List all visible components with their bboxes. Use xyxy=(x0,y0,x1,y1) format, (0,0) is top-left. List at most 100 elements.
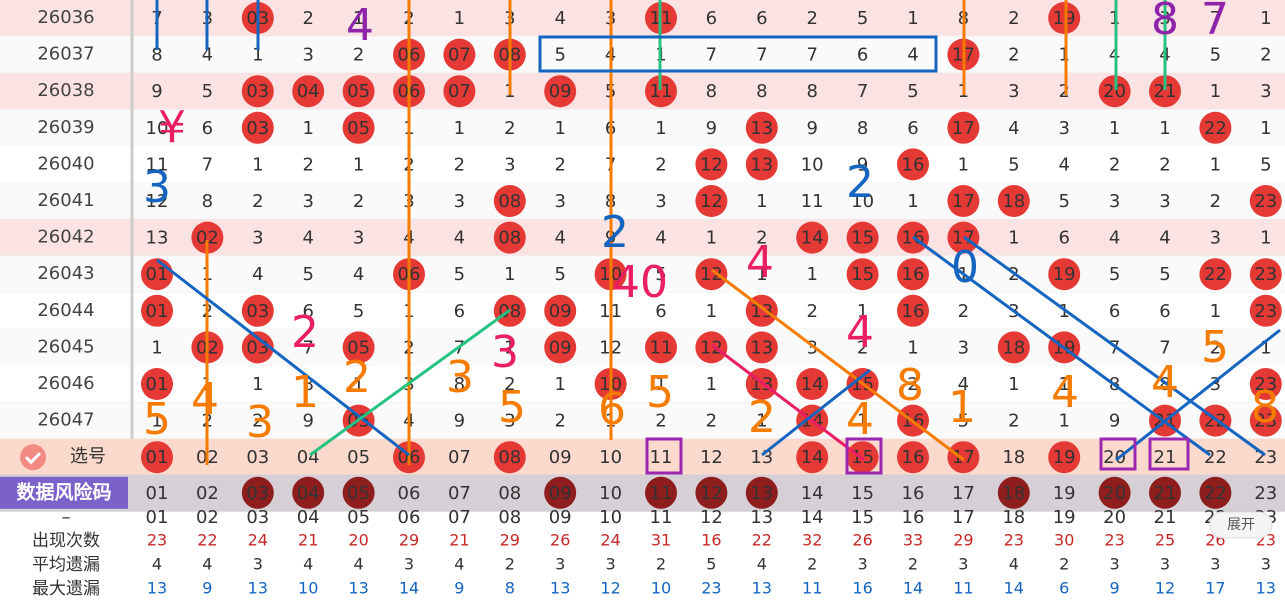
miss-count: 2 xyxy=(1210,337,1221,358)
column-header: 04 xyxy=(297,507,320,528)
stats-value: 3 xyxy=(858,555,868,574)
miss-count: 1 xyxy=(252,374,263,395)
hit-ball xyxy=(241,331,274,364)
miss-count: 2 xyxy=(554,411,565,432)
miss-count: 1 xyxy=(655,118,666,139)
issue-number: 26041 xyxy=(37,190,94,211)
hit-ball xyxy=(796,221,829,254)
column-header: 12 xyxy=(700,507,723,528)
miss-count: 3 xyxy=(454,191,465,212)
stats-value: 2 xyxy=(505,555,515,574)
hit-number: 18 xyxy=(1002,191,1025,212)
handwritten-note: 8 xyxy=(896,360,924,411)
miss-count: 3 xyxy=(1109,191,1120,212)
column-header: 08 xyxy=(498,507,521,528)
stats-label: 出现次数 xyxy=(32,531,100,551)
hit-ball xyxy=(544,294,577,327)
risk-label: 数据风险码 xyxy=(16,480,111,503)
miss-count: 2 xyxy=(655,411,666,432)
hit-ball xyxy=(342,75,375,108)
miss-count: 1 xyxy=(907,8,918,29)
hit-number: 09 xyxy=(549,81,572,102)
miss-count: 5 xyxy=(907,81,918,102)
stats-value: 12 xyxy=(600,579,620,598)
selection-number: 07 xyxy=(448,447,471,468)
stats-value: 23 xyxy=(701,579,721,598)
miss-count: 11 xyxy=(801,191,824,212)
risk-ball xyxy=(997,476,1030,509)
miss-count: 9 xyxy=(1109,411,1120,432)
hit-number: 13 xyxy=(750,118,773,139)
hit-ball xyxy=(745,331,778,364)
stats-value: 32 xyxy=(802,531,822,550)
hit-ball xyxy=(1048,2,1081,34)
miss-count: 7 xyxy=(202,154,213,175)
hit-ball xyxy=(141,294,173,327)
miss-count: 3 xyxy=(353,228,364,249)
miss-count: 3 xyxy=(252,228,263,249)
selection-number: 10 xyxy=(599,447,622,468)
handwritten-note: 40 xyxy=(612,257,668,308)
selection-number: 11 xyxy=(650,447,673,468)
miss-count: 2 xyxy=(907,374,918,395)
stats-value: 4 xyxy=(454,555,464,574)
miss-count: 6 xyxy=(202,118,213,139)
stats-value: 21 xyxy=(449,531,469,550)
miss-count: 5 xyxy=(353,301,364,322)
hit-ball xyxy=(241,294,274,327)
hit-ball xyxy=(745,148,778,181)
handwritten-note: 3 xyxy=(143,162,171,213)
miss-count: 5 xyxy=(302,264,313,285)
hit-number: 03 xyxy=(246,337,269,358)
miss-count: 1 xyxy=(151,411,162,432)
stats-value: 26 xyxy=(550,531,570,550)
miss-count: 1 xyxy=(252,45,263,66)
stats-value: 9 xyxy=(1110,579,1120,598)
miss-count: 4 xyxy=(202,45,213,66)
miss-count: 6 xyxy=(706,8,717,29)
miss-count: 5 xyxy=(655,264,666,285)
miss-count: 3 xyxy=(806,337,817,358)
miss-count: 8 xyxy=(857,118,868,139)
issue-number: 26042 xyxy=(37,227,94,248)
stats-value: 4 xyxy=(303,555,313,574)
miss-count: 5 xyxy=(958,411,969,432)
column-header: 18 xyxy=(1002,507,1025,528)
risk-ball xyxy=(1098,476,1131,509)
miss-count: 2 xyxy=(1159,154,1170,175)
miss-count: 1 xyxy=(454,8,465,29)
miss-count: 1 xyxy=(504,337,515,358)
hit-ball xyxy=(796,368,829,400)
hit-number: 05 xyxy=(347,337,370,358)
handwritten-note: 2 xyxy=(343,352,371,403)
expand-button[interactable] xyxy=(1209,511,1273,539)
issue-number: 26039 xyxy=(37,117,94,138)
selection-label: 选号 xyxy=(70,446,106,467)
risk-number: 17 xyxy=(952,483,975,504)
miss-count: 1 xyxy=(151,337,162,358)
miss-count: 2 xyxy=(806,8,817,29)
selection-number: 21 xyxy=(1154,447,1177,468)
handwritten-note: 8 xyxy=(1251,382,1279,433)
miss-count: 6 xyxy=(454,301,465,322)
risk-number: 18 xyxy=(1002,483,1025,504)
expand-button-label[interactable]: 展开 xyxy=(1227,517,1255,533)
miss-count: 12 xyxy=(146,191,169,212)
hit-number: 08 xyxy=(498,191,521,212)
stats-value: 8 xyxy=(505,579,515,598)
stats-value: 4 xyxy=(757,555,767,574)
handwritten-note: 2 xyxy=(748,392,776,443)
risk-number: 02 xyxy=(196,483,219,504)
miss-count: 8 xyxy=(202,191,213,212)
hit-ball xyxy=(947,185,980,217)
miss-count: 8 xyxy=(806,81,817,102)
miss-count: 2 xyxy=(806,301,817,322)
miss-count: 6 xyxy=(1159,301,1170,322)
miss-count: 1 xyxy=(302,118,313,139)
stats-value: 3 xyxy=(1210,555,1220,574)
hit-ball xyxy=(1249,294,1282,327)
miss-count: 2 xyxy=(554,154,565,175)
risk-number: 05 xyxy=(347,483,370,504)
stats-value: 3 xyxy=(253,555,263,574)
stats-value: 10 xyxy=(651,579,671,598)
